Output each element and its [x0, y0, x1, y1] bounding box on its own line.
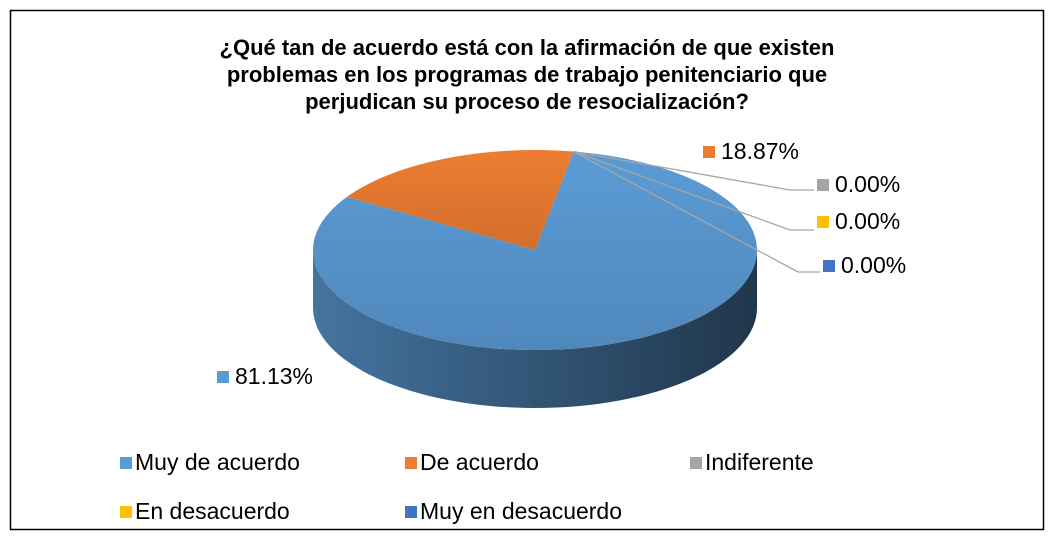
legend-swatch — [120, 457, 132, 469]
legend-label: Muy en desacuerdo — [420, 498, 622, 524]
label-key — [823, 260, 835, 272]
legend-swatch — [690, 457, 702, 469]
data-label: 81.13% — [235, 363, 313, 389]
legend-label: Indiferente — [705, 449, 814, 475]
slice — [346, 150, 574, 250]
leader-line — [573, 150, 814, 191]
legend-swatch — [120, 506, 132, 518]
data-label: 0.00% — [841, 252, 906, 278]
legend-label: De acuerdo — [420, 449, 539, 475]
slice-side — [313, 250, 757, 408]
label-key — [817, 179, 829, 191]
legend-label: En desacuerdo — [135, 498, 290, 524]
leader-line — [573, 150, 814, 231]
label-key — [217, 371, 229, 383]
leader-line — [573, 150, 820, 273]
label-key — [703, 146, 715, 158]
legend-swatch — [405, 457, 417, 469]
data-label: 0.00% — [835, 171, 900, 197]
data-label: 0.00% — [835, 208, 900, 234]
data-label: 18.87% — [721, 138, 799, 164]
label-key — [817, 216, 829, 228]
chart-title: ¿Qué tan de acuerdo está con la afirmaci… — [219, 35, 835, 114]
slice — [313, 151, 757, 351]
legend-label: Muy de acuerdo — [135, 449, 300, 475]
legend-swatch — [405, 506, 417, 518]
